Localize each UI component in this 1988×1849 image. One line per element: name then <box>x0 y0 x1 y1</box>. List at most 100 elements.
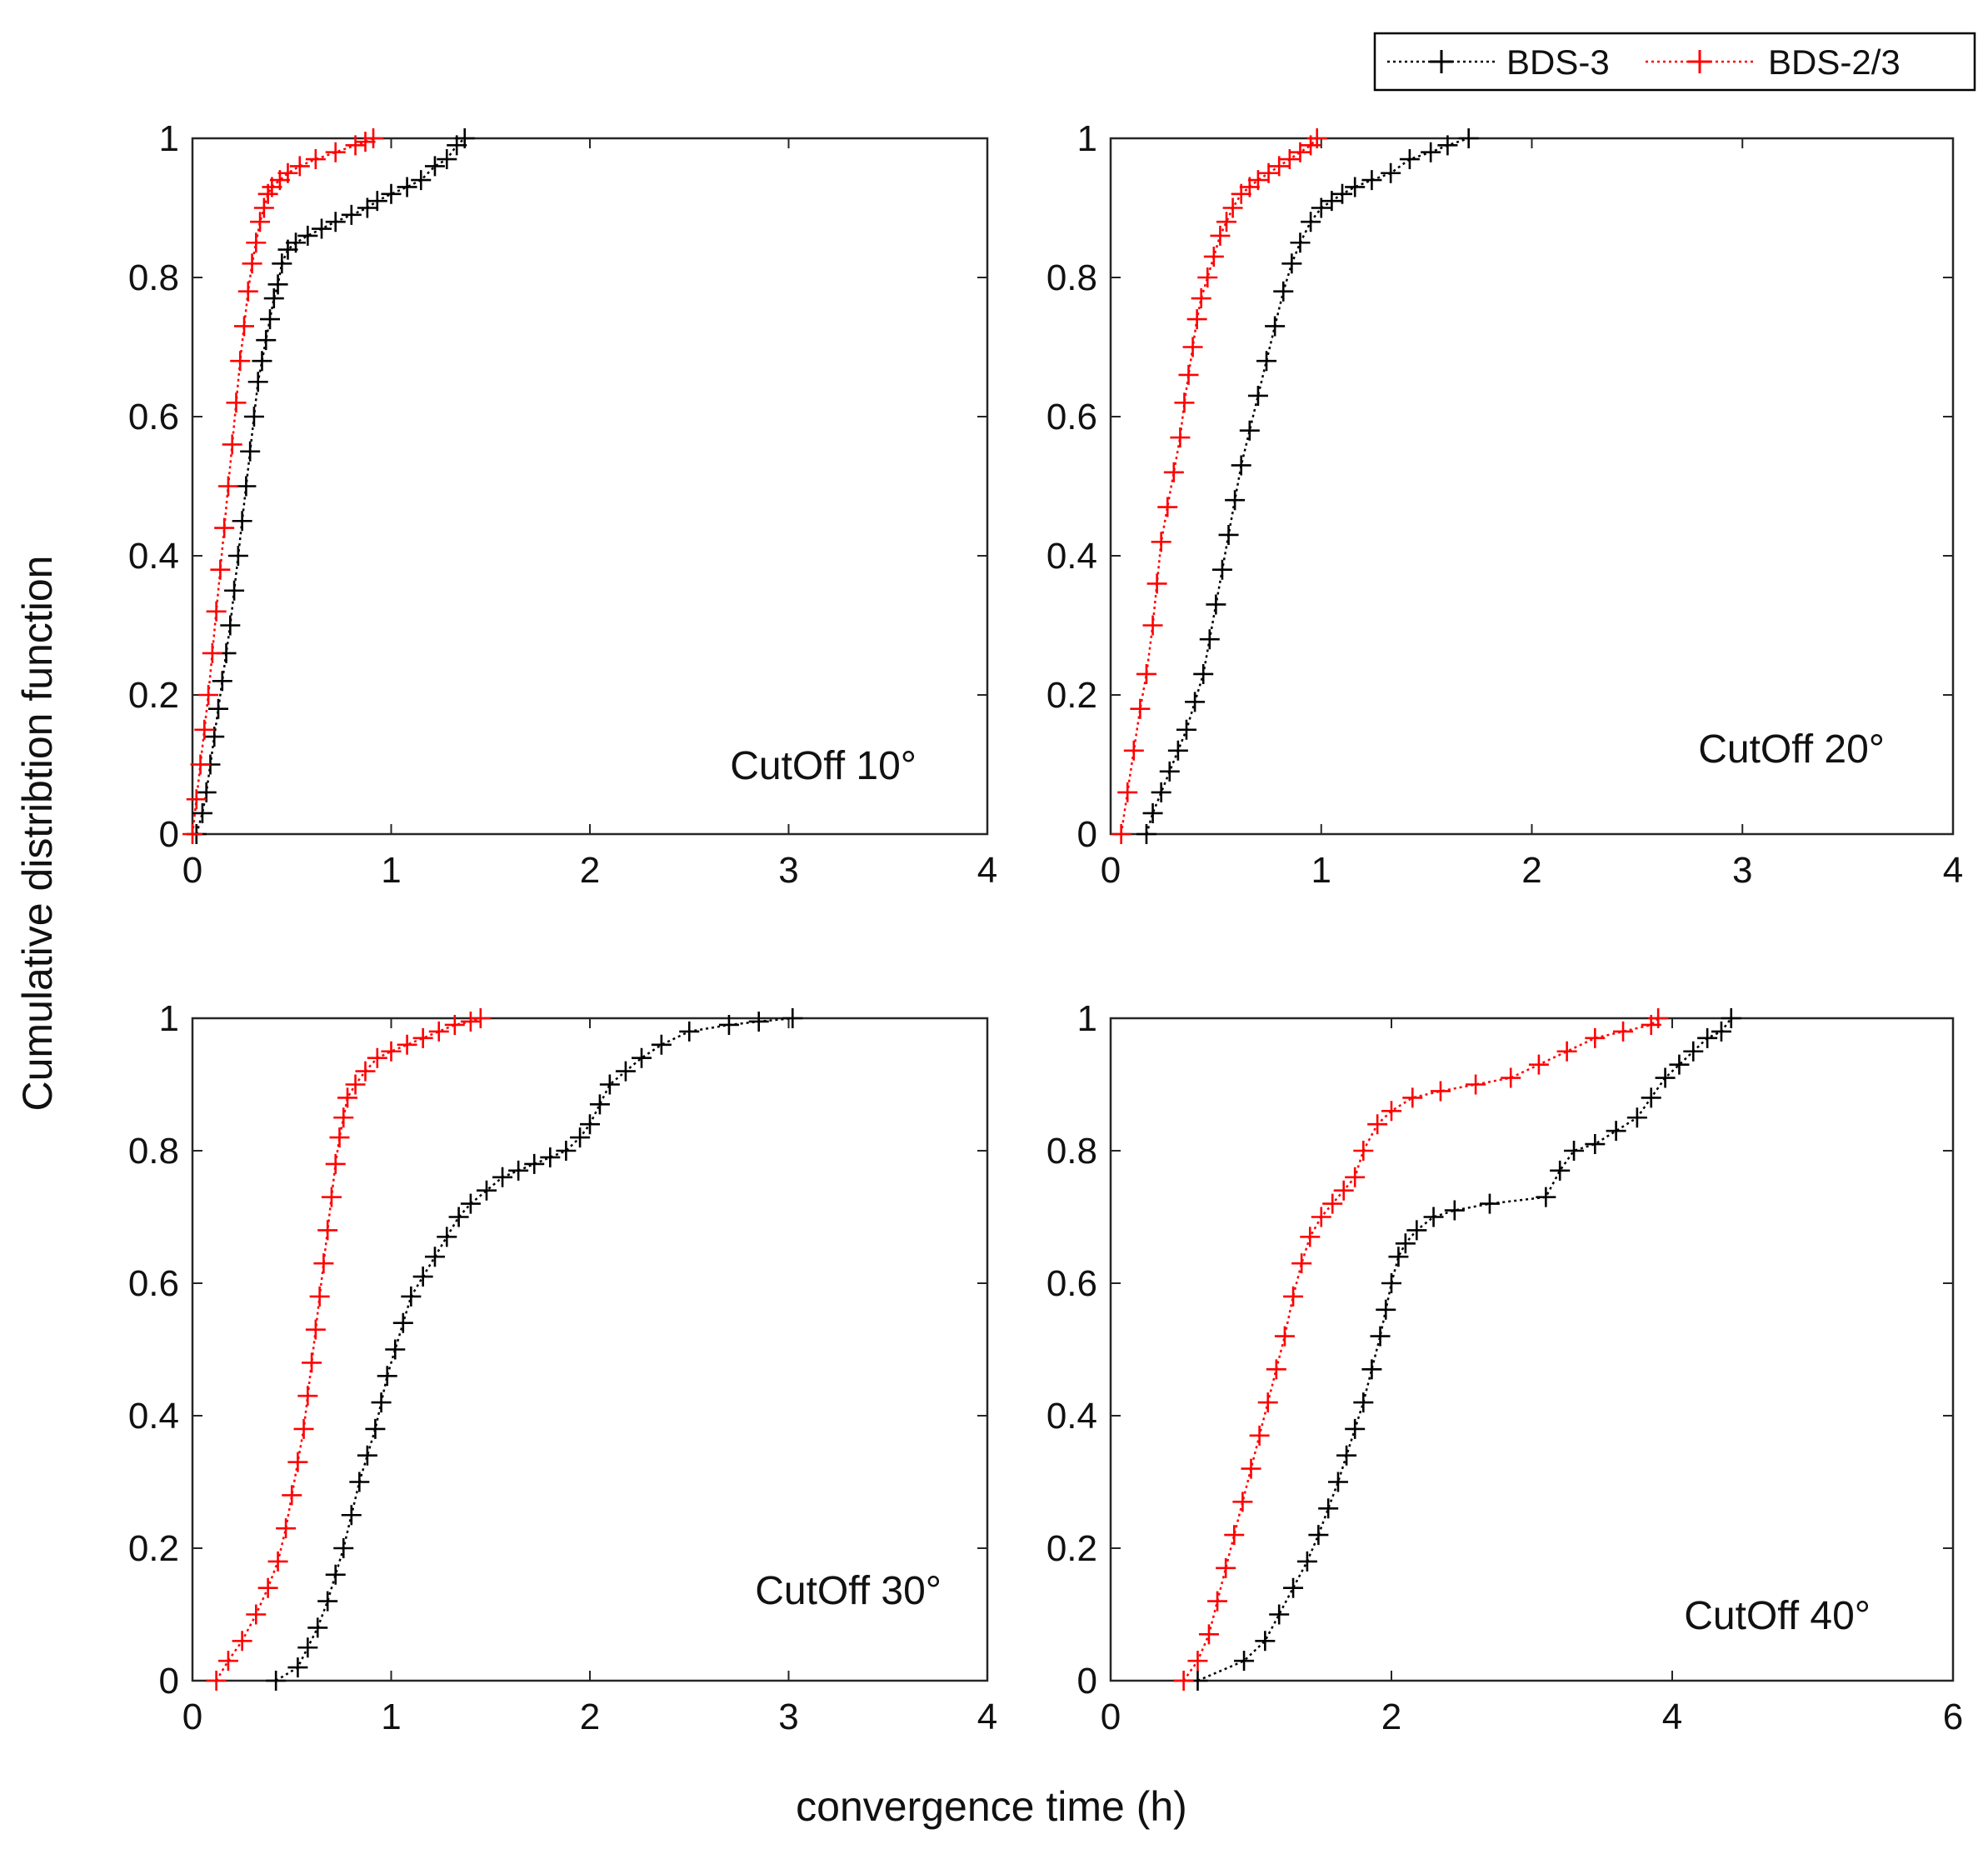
data-point-bds-3 <box>1247 385 1268 406</box>
data-point-bds-2-3 <box>325 1153 346 1174</box>
data-point-bds-3 <box>1361 1359 1382 1380</box>
plot-area <box>1109 137 1955 836</box>
data-point-bds-3 <box>287 1657 308 1678</box>
data-point-bds-3 <box>367 191 387 212</box>
y-tick-label: 0.6 <box>128 397 179 437</box>
data-point-bds-2-3 <box>250 212 271 232</box>
x-tick-label: 0 <box>182 850 202 891</box>
x-axis-title: convergence time (h) <box>796 1783 1187 1830</box>
data-point-bds-2-3 <box>1648 1008 1669 1028</box>
data-point-bds-3 <box>454 128 475 148</box>
data-point-bds-2-3 <box>1381 1101 1401 1122</box>
data-point-bds-3 <box>540 1147 561 1167</box>
data-point-bds-2-3 <box>355 1061 376 1082</box>
y-tick-label: 1 <box>1077 998 1097 1039</box>
data-point-bds-2-3 <box>1290 142 1311 162</box>
data-point-bds-2-3 <box>412 1027 433 1048</box>
data-point-bds-2-3 <box>1279 149 1300 170</box>
plot-area <box>191 137 989 836</box>
data-point-bds-3 <box>1281 253 1302 274</box>
series-line-bds-2-3 <box>1120 137 1318 835</box>
data-point-bds-3 <box>1255 1631 1276 1652</box>
data-point-bds-3 <box>651 1034 672 1055</box>
legend-entry-bds-3: BDS-3 <box>1387 42 1610 82</box>
data-point-bds-3 <box>385 1339 406 1360</box>
data-point-bds-2-3 <box>1142 615 1163 636</box>
data-point-bds-2-3 <box>1367 1114 1388 1135</box>
data-point-bds-3 <box>1225 490 1246 511</box>
data-point-bds-3 <box>263 288 284 309</box>
data-point-bds-2-3 <box>1117 782 1138 802</box>
data-point-bds-3 <box>357 1445 377 1466</box>
data-point-bds-2-3 <box>428 1021 449 1042</box>
y-tick-label: 1 <box>159 998 179 1039</box>
data-point-bds-2-3 <box>1501 1067 1521 1088</box>
data-point-bds-3 <box>247 372 268 392</box>
data-point-bds-3 <box>1234 1651 1255 1672</box>
x-tick-label: 0 <box>1101 850 1121 891</box>
data-point-bds-3 <box>1458 128 1479 148</box>
data-point-bds-2-3 <box>230 351 251 372</box>
data-point-bds-2-3 <box>289 156 310 177</box>
data-point-bds-3 <box>1376 1299 1396 1320</box>
data-point-bds-3 <box>1167 740 1188 761</box>
data-point-bds-3 <box>411 170 432 191</box>
data-point-bds-2-3 <box>1191 288 1211 309</box>
data-point-bds-3 <box>1697 1027 1718 1048</box>
data-point-bds-3 <box>297 225 318 246</box>
data-point-bds-2-3 <box>1300 1227 1321 1247</box>
data-point-bds-3 <box>1423 1207 1444 1227</box>
data-point-bds-3 <box>1273 281 1294 302</box>
data-point-bds-2-3 <box>234 316 255 337</box>
y-tick-label: 0.6 <box>1046 1263 1097 1304</box>
data-point-bds-3 <box>260 309 281 330</box>
data-point-bds-3 <box>349 1472 370 1492</box>
y-tick-label: 0.8 <box>1046 1131 1097 1172</box>
x-tick-label: 2 <box>1381 1697 1401 1737</box>
data-point-bds-2-3 <box>444 1014 465 1035</box>
plot-area <box>1109 1017 1955 1682</box>
data-point-bds-2-3 <box>1186 309 1207 330</box>
y-tick-label: 0.6 <box>128 1263 179 1304</box>
panel-cutoff-30: 0 1 2 3 4 0 0.2 0.4 0.6 0.8 1 CutOff 30° <box>128 998 997 1737</box>
data-point-bds-2-3 <box>1247 170 1268 191</box>
data-point-bds-3 <box>1211 559 1232 580</box>
y-tick-label: 0.4 <box>1046 1396 1097 1437</box>
data-point-bds-3 <box>1176 719 1196 740</box>
data-point-bds-2-3 <box>381 1041 402 1062</box>
data-point-bds-3 <box>317 1591 338 1612</box>
y-tick-label: 0.2 <box>1046 1528 1097 1569</box>
data-point-bds-2-3 <box>321 1187 342 1207</box>
data-point-bds-3 <box>220 615 241 636</box>
x-tick-label: 4 <box>977 850 997 891</box>
data-point-bds-2-3 <box>1283 1286 1304 1307</box>
series-line-bds-2-3 <box>1182 1017 1660 1682</box>
y-tick-label: 0.8 <box>128 1131 179 1172</box>
data-point-bds-3 <box>679 1021 700 1042</box>
data-point-bds-2-3 <box>190 754 211 775</box>
x-tick-label: 2 <box>580 850 600 891</box>
data-point-bds-3 <box>782 1008 803 1028</box>
data-point-bds-3 <box>1536 1187 1556 1207</box>
data-point-bds-3 <box>371 1392 392 1413</box>
data-point-bds-2-3 <box>257 1577 278 1598</box>
data-point-bds-2-3 <box>1111 824 1131 844</box>
data-point-bds-2-3 <box>206 1671 227 1691</box>
data-point-bds-2-3 <box>325 142 346 162</box>
data-point-bds-3 <box>1381 1273 1401 1293</box>
data-point-bds-3 <box>1206 594 1226 615</box>
data-point-bds-2-3 <box>186 789 207 810</box>
data-point-bds-3 <box>297 1637 318 1658</box>
data-point-bds-2-3 <box>1466 1074 1486 1095</box>
data-point-bds-3 <box>437 149 457 170</box>
data-point-bds-3 <box>1395 1233 1416 1254</box>
x-tick-label: 6 <box>1943 1697 1963 1737</box>
x-tick-label: 1 <box>381 850 401 891</box>
data-point-bds-2-3 <box>246 232 267 253</box>
data-point-bds-3 <box>224 580 245 601</box>
data-point-bds-2-3 <box>1402 1087 1423 1108</box>
data-point-bds-3 <box>1606 1121 1626 1142</box>
data-point-bds-2-3 <box>305 149 326 170</box>
data-point-bds-3 <box>1683 1041 1704 1062</box>
data-point-bds-2-3 <box>1322 1193 1343 1214</box>
